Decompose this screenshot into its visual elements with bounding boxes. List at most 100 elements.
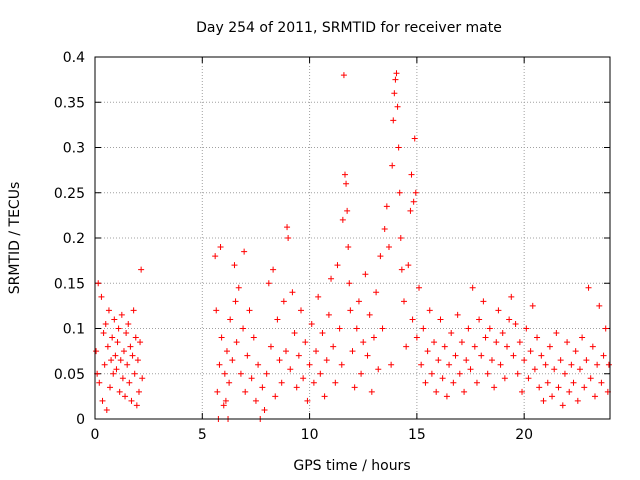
data-point <box>499 330 506 337</box>
data-point <box>418 361 425 368</box>
data-point <box>293 384 300 391</box>
data-point <box>519 388 526 395</box>
data-point <box>137 339 144 346</box>
data-point <box>594 361 601 368</box>
data-point <box>514 370 521 377</box>
data-point <box>127 343 134 350</box>
data-point <box>349 348 356 355</box>
data-point <box>259 384 266 391</box>
data-point <box>589 343 596 350</box>
data-point <box>527 348 534 355</box>
data-point <box>488 357 495 364</box>
data-point <box>347 307 354 314</box>
data-point <box>246 307 253 314</box>
data-point <box>125 320 132 327</box>
data-point <box>551 366 558 373</box>
data-point <box>261 406 268 413</box>
data-point <box>596 302 603 309</box>
data-point <box>605 361 612 368</box>
data-point <box>448 330 455 337</box>
data-point <box>343 180 350 187</box>
data-point <box>600 352 607 359</box>
data-point <box>108 357 115 364</box>
data-point <box>465 325 472 332</box>
data-point <box>284 224 291 231</box>
data-point <box>581 384 588 391</box>
data-point <box>463 357 470 364</box>
data-point <box>482 334 489 341</box>
axis-ticks <box>94 56 610 420</box>
data-point <box>308 320 315 327</box>
data-point <box>111 316 118 323</box>
y-tick-label: 0.1 <box>63 322 85 338</box>
y-tick-label: 0.25 <box>54 186 85 202</box>
data-point <box>124 361 131 368</box>
x-axis-label: GPS time / hours <box>293 458 410 474</box>
data-point <box>100 330 107 337</box>
data-point <box>439 375 446 382</box>
data-point <box>364 352 371 359</box>
data-point <box>132 334 139 341</box>
y-tick-label: 0 <box>76 412 85 428</box>
data-point <box>218 334 225 341</box>
data-point <box>115 325 122 332</box>
data-point <box>133 402 140 409</box>
data-point <box>598 379 605 386</box>
data-point <box>435 357 442 364</box>
data-point <box>531 366 538 373</box>
data-point <box>516 339 523 346</box>
data-point <box>368 388 375 395</box>
data-point <box>334 262 341 269</box>
data-point <box>549 393 556 400</box>
data-point <box>227 316 234 323</box>
data-point <box>110 370 117 377</box>
data-point <box>397 235 404 241</box>
chart-title: Day 254 of 2011, SRMTID for receiver mat… <box>196 20 502 36</box>
data-point <box>328 275 335 282</box>
data-point <box>126 379 133 386</box>
data-point <box>395 144 402 151</box>
data-point <box>98 293 105 300</box>
data-point <box>557 357 564 364</box>
data-point <box>212 253 219 260</box>
data-point <box>486 325 493 332</box>
data-point <box>280 298 287 305</box>
data-point <box>410 198 417 205</box>
data-point <box>408 171 415 178</box>
data-point <box>96 379 103 386</box>
data-point <box>129 352 136 359</box>
data-point <box>360 339 367 346</box>
data-point <box>285 235 292 241</box>
data-point <box>523 325 530 332</box>
data-point <box>336 325 343 332</box>
data-point <box>214 388 221 395</box>
data-point <box>388 361 395 368</box>
data-point <box>407 207 414 214</box>
data-point <box>508 293 515 300</box>
data-point <box>521 357 528 364</box>
data-point <box>426 307 433 314</box>
data-point <box>317 370 324 377</box>
data-point <box>366 311 373 318</box>
data-point <box>95 280 102 287</box>
data-point <box>135 388 142 395</box>
data-point <box>134 357 141 364</box>
data-point <box>102 320 109 327</box>
data-point <box>555 384 562 391</box>
data-point <box>237 370 244 377</box>
data-point <box>383 203 390 210</box>
data-point <box>379 325 386 332</box>
data-point <box>123 330 130 337</box>
data-point <box>338 361 345 368</box>
data-point <box>501 375 508 382</box>
data-point <box>398 266 405 273</box>
data-point <box>458 339 465 346</box>
plot-frame <box>94 56 611 420</box>
data-point <box>232 298 239 305</box>
data-point <box>321 393 328 400</box>
data-point <box>267 343 274 350</box>
data-point <box>403 343 410 350</box>
data-point <box>542 361 549 368</box>
x-tick-label: 0 <box>91 427 100 443</box>
data-point <box>389 162 396 169</box>
